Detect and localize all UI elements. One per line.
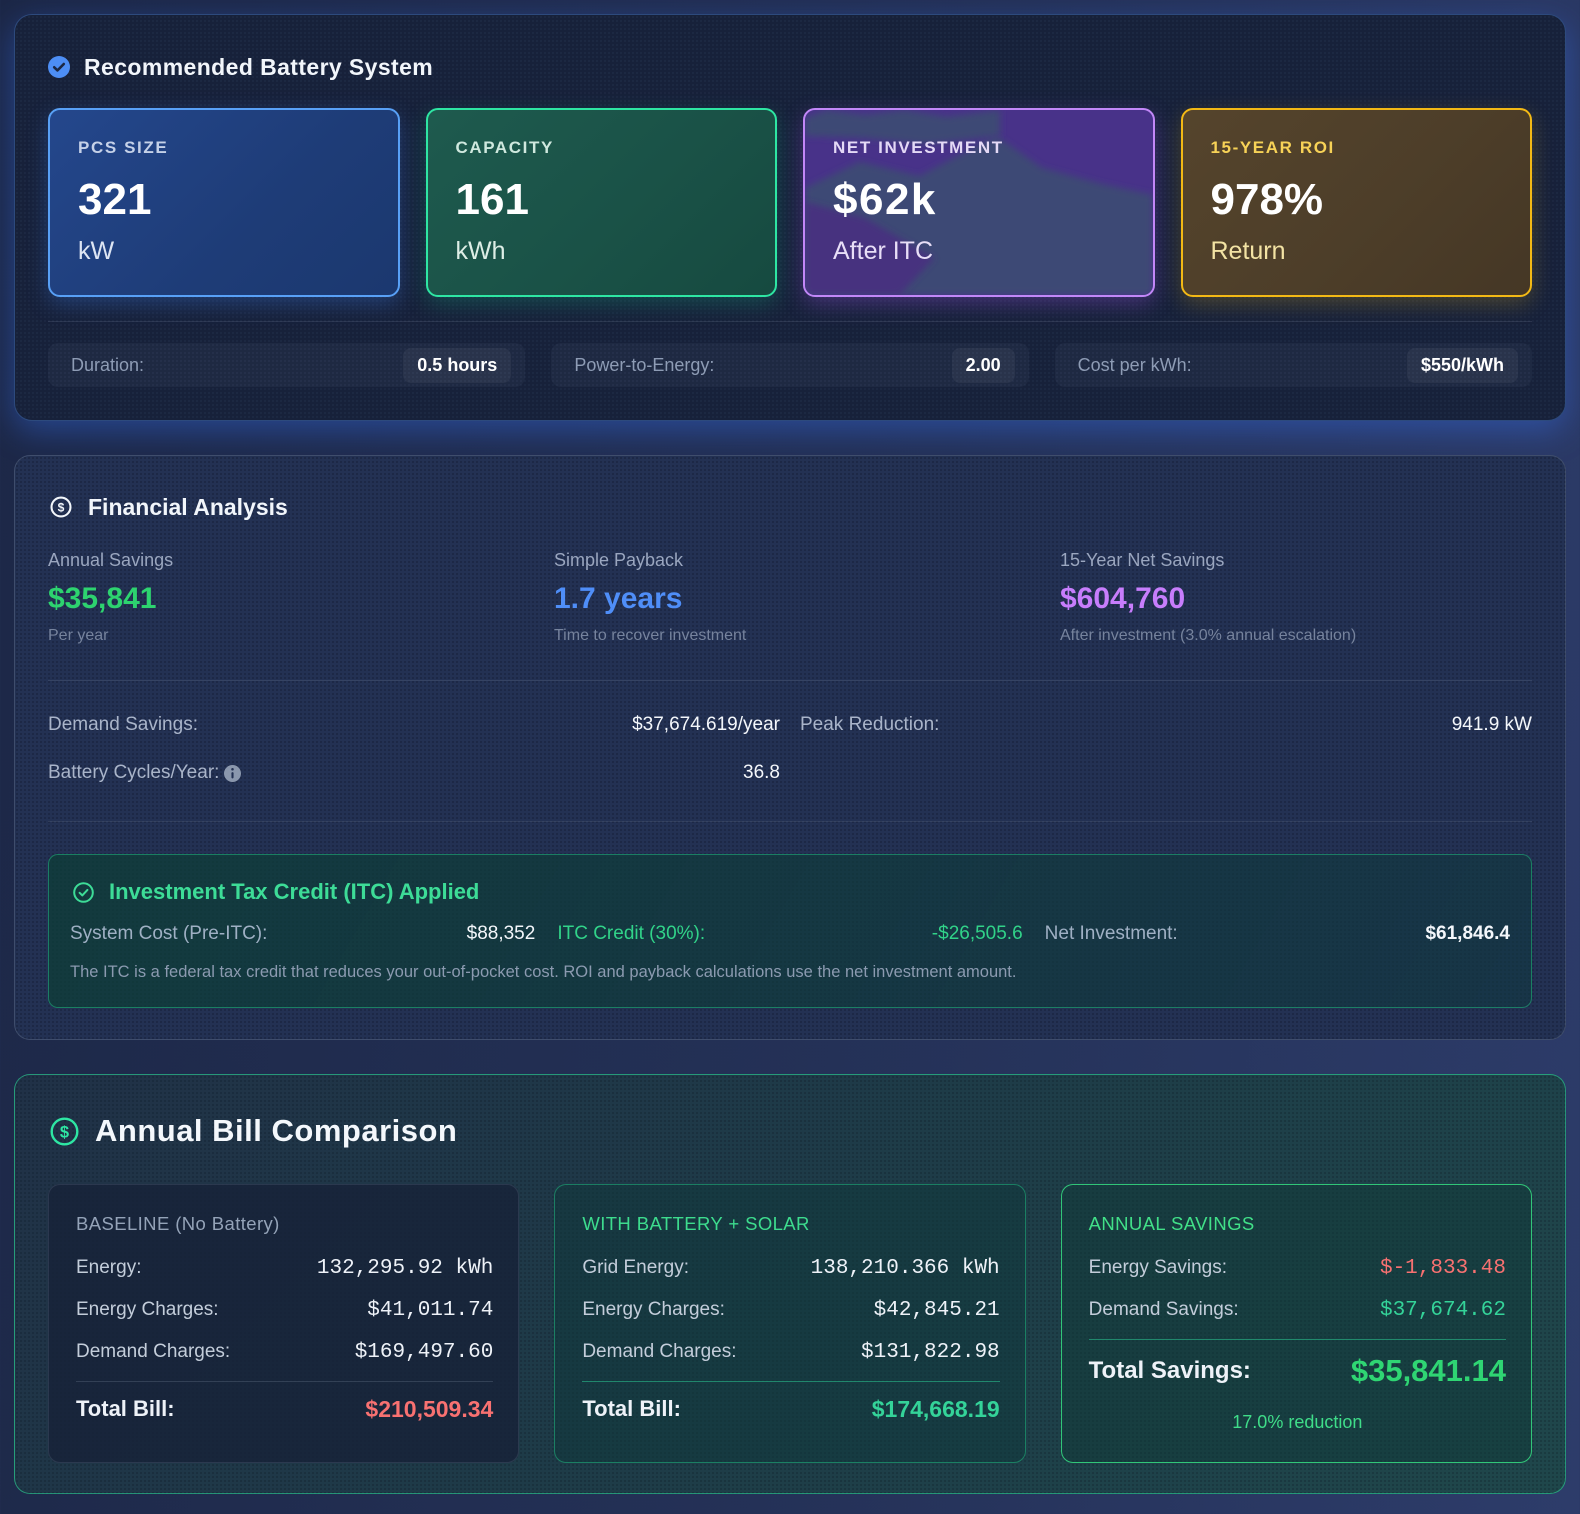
svg-text:$: $ <box>58 500 65 514</box>
svg-text:$: $ <box>60 1123 69 1141</box>
